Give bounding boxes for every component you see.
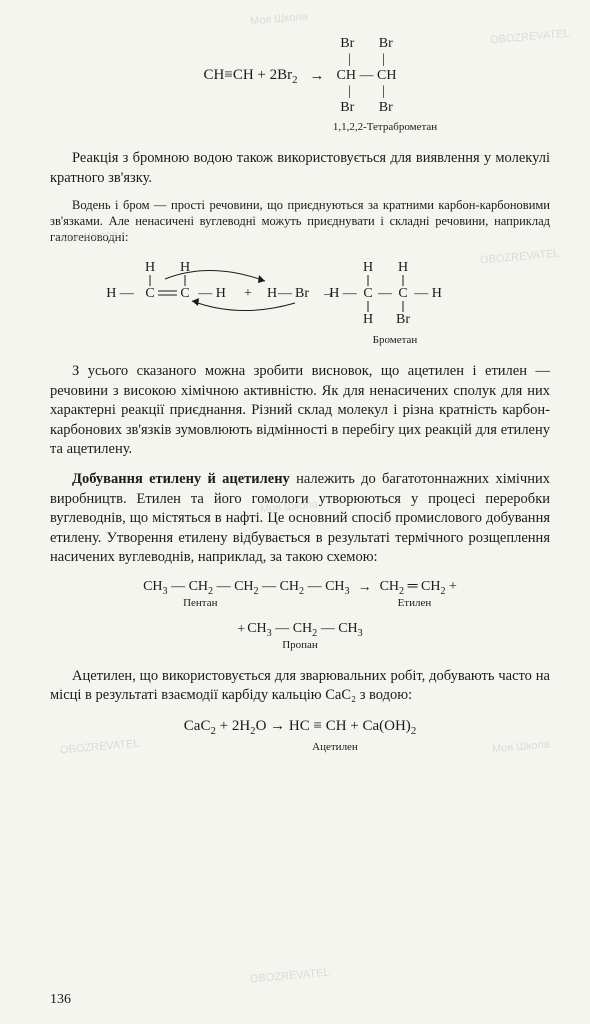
- svg-text:Br: Br: [295, 286, 309, 301]
- svg-text:C: C: [398, 286, 407, 301]
- eq2-label: Брометан: [240, 333, 550, 348]
- eq3-ethylene: CH2 ═ CH2 + Етилен: [380, 578, 457, 598]
- svg-text:Br: Br: [396, 312, 410, 327]
- label-pentane: Пентан: [183, 596, 217, 611]
- eq3-plus: +: [237, 621, 245, 640]
- equation-acetylene: CaC2 + 2H2O → HC ≡ CH + Ca(OH)2 Ацетилен: [50, 716, 550, 755]
- eq4-text: CaC2 + 2H2O → HC ≡ CH + Ca(OH)2: [184, 716, 416, 739]
- eq1-product-structure: Br Br | | CH — CH | | Br Br: [337, 36, 397, 116]
- label-propane: Пропан: [282, 638, 318, 653]
- svg-text:C: C: [180, 286, 189, 301]
- eq4-label: Ацетилен: [120, 740, 550, 755]
- equation-tetrabromoethane: CH≡CH + 2Br2 → Br Br | | CH — CH | | Br …: [50, 36, 550, 135]
- page-number: 136: [50, 991, 71, 1010]
- watermark: OBOZREVATEL: [250, 966, 331, 988]
- paragraph-4: Добування етилену й ацетилену належить д…: [50, 470, 550, 568]
- eq1-reactant: CH≡CH + 2Br2: [204, 65, 298, 88]
- svg-text:+: +: [244, 286, 252, 301]
- arrow: →: [358, 579, 372, 598]
- arrow: →: [310, 66, 325, 86]
- watermark: Моя Школа: [249, 10, 308, 30]
- label-ethylene: Етилен: [398, 596, 432, 611]
- svg-text:C: C: [363, 286, 372, 301]
- svg-text:—: —: [377, 286, 393, 301]
- svg-text:H: H: [398, 260, 408, 275]
- svg-text:H: H: [363, 260, 373, 275]
- svg-text:H —: H —: [329, 286, 358, 301]
- paragraph-1: Реакція з бромною водою також використов…: [50, 149, 550, 188]
- svg-text:C: C: [145, 286, 154, 301]
- eq1-label: 1,1,2,2-Тетраброметан: [220, 120, 550, 135]
- svg-text:—: —: [277, 286, 293, 301]
- eq3-propane: CH3 — CH2 — CH3 Пропан: [247, 620, 363, 640]
- paragraph-3: З усього сказаного можна зробити висново…: [50, 362, 550, 460]
- eq3-pentane: CH3 — CH2 — CH2 — CH2 — CH3 Пентан: [143, 578, 350, 598]
- equation-cracking: CH3 — CH2 — CH2 — CH2 — CH3 Пентан → CH2…: [50, 578, 550, 641]
- svg-text:— H: — H: [413, 286, 442, 301]
- svg-text:— H: — H: [197, 286, 226, 301]
- equation-bromoethane: HH H — C C — H + H — Br → HH H —: [50, 253, 550, 348]
- paragraph-2-small: Водень і бром — прості речовини, що приє…: [50, 198, 550, 245]
- svg-text:H: H: [363, 312, 373, 327]
- svg-text:H: H: [267, 286, 277, 301]
- svg-text:H —: H —: [106, 286, 135, 301]
- svg-text:H: H: [145, 260, 155, 275]
- paragraph-5: Ацетилен, що використовується для зварюв…: [50, 667, 550, 706]
- p4-bold: Добування етилену й ацетилену: [72, 471, 290, 487]
